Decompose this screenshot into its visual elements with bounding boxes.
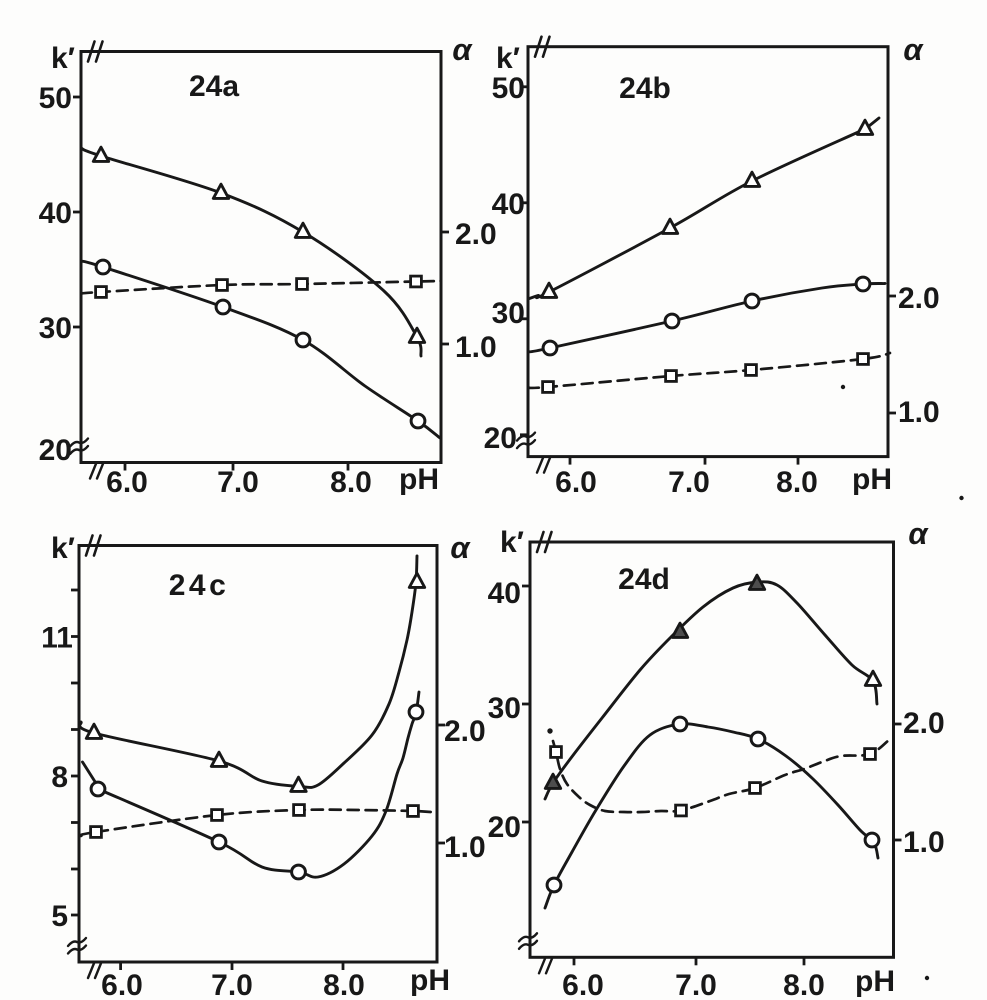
svg-text:2.0: 2.0 <box>444 715 486 748</box>
svg-text:6.0: 6.0 <box>106 466 148 499</box>
svg-text:7.0: 7.0 <box>211 969 253 1000</box>
svg-text:k′: k′ <box>500 526 524 559</box>
svg-text:20: 20 <box>488 811 521 844</box>
svg-text:20: 20 <box>484 422 517 455</box>
svg-text:5: 5 <box>51 900 68 933</box>
svg-text:6.0: 6.0 <box>555 466 597 499</box>
svg-text:7.0: 7.0 <box>675 969 717 1000</box>
svg-text:1.0: 1.0 <box>898 396 940 429</box>
svg-text:8.0: 8.0 <box>323 969 365 1000</box>
svg-text:40: 40 <box>488 577 521 610</box>
svg-text:24a: 24a <box>189 70 239 103</box>
svg-text:50: 50 <box>492 72 525 105</box>
svg-text:pH: pH <box>855 965 895 998</box>
svg-text:6.0: 6.0 <box>101 969 143 1000</box>
svg-text:α: α <box>903 32 924 67</box>
svg-text:24b: 24b <box>619 72 671 105</box>
svg-text:40: 40 <box>39 197 72 230</box>
svg-text:8.0: 8.0 <box>330 466 372 499</box>
svg-text:7.0: 7.0 <box>217 466 259 499</box>
svg-text:1.0: 1.0 <box>903 826 945 859</box>
svg-text:24d: 24d <box>618 563 670 596</box>
svg-text:20: 20 <box>39 434 72 467</box>
svg-text:pH: pH <box>399 463 439 496</box>
svg-text:k′: k′ <box>51 42 75 75</box>
svg-text:α: α <box>450 530 471 565</box>
svg-text:30: 30 <box>488 692 521 725</box>
svg-text:pH: pH <box>852 463 892 496</box>
svg-text:24c: 24c <box>169 569 230 602</box>
svg-text:30: 30 <box>492 297 525 330</box>
svg-text:8: 8 <box>51 761 68 794</box>
svg-text:1.0: 1.0 <box>444 831 486 864</box>
svg-text:7.0: 7.0 <box>668 466 710 499</box>
svg-text:k′: k′ <box>51 532 75 565</box>
svg-text:40: 40 <box>492 188 525 221</box>
svg-text:k′: k′ <box>496 42 520 75</box>
svg-text:2.0: 2.0 <box>903 707 945 740</box>
svg-text:pH: pH <box>410 964 450 997</box>
svg-text:α: α <box>908 516 929 551</box>
svg-text:30: 30 <box>39 312 72 345</box>
svg-text:6.0: 6.0 <box>562 969 604 1000</box>
svg-text:1.0: 1.0 <box>455 331 497 364</box>
svg-text:50: 50 <box>39 82 72 115</box>
svg-text:2.0: 2.0 <box>455 218 497 251</box>
svg-text:11: 11 <box>41 622 73 655</box>
svg-text:8.0: 8.0 <box>776 466 818 499</box>
svg-text:α: α <box>452 32 473 67</box>
svg-text:8.0: 8.0 <box>783 969 825 1000</box>
svg-text:2.0: 2.0 <box>898 282 940 315</box>
